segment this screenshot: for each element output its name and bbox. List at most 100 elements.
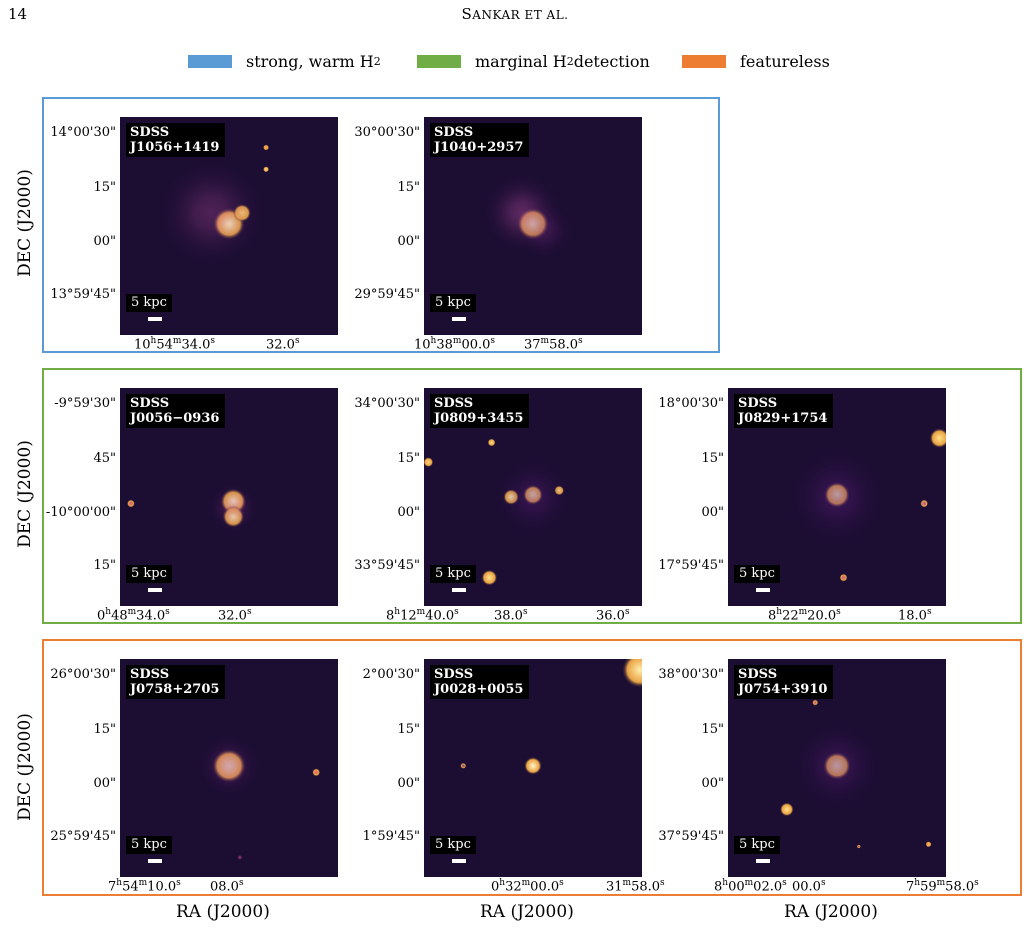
scale-label: 5 kpc <box>430 294 476 312</box>
scale-label: 5 kpc <box>734 565 780 583</box>
scale-bar <box>452 588 466 592</box>
dec-tick-label: 14°00'30" <box>50 125 116 141</box>
scale-bar <box>756 588 770 592</box>
source-blob <box>236 854 243 861</box>
dec-tick-label: 15" <box>397 450 420 466</box>
source-blob <box>487 438 496 447</box>
dec-tick-label: 33°59'45" <box>354 557 420 573</box>
source-blob <box>792 720 882 811</box>
source-blob <box>460 762 467 769</box>
source-blob <box>197 733 261 798</box>
source-blob <box>929 428 946 449</box>
galaxy-image-panel: SDSS J0754+3910 5 kpc <box>728 659 946 877</box>
dec-tick-label: 15" <box>701 450 724 466</box>
ra-tick-label: 7h59m58.0s <box>906 878 979 895</box>
source-blob <box>263 144 270 151</box>
ra-tick-label: 8h00m02.0s <box>714 878 787 895</box>
ra-tick-label: 7h54m10.0s <box>108 878 181 895</box>
object-name-label: SDSS J1056+1419 <box>126 123 226 157</box>
object-name-label: SDSS J1040+2957 <box>430 123 530 157</box>
object-name-line: SDSS <box>130 396 170 411</box>
ra-tick-label: 8h12m40.0s <box>386 607 459 624</box>
ra-axis-label: RA (J2000) <box>784 902 878 922</box>
scale-label: 5 kpc <box>126 565 172 583</box>
dec-tick-label: 15" <box>701 721 724 737</box>
dec-axis-label: DEC (J2000) <box>15 169 35 277</box>
object-name-line: J0056−0936 <box>130 411 220 426</box>
galaxy-image <box>424 117 642 335</box>
legend-swatch <box>417 55 461 68</box>
ra-tick-label: 00.0s <box>792 878 826 895</box>
ra-tick-label: 10h54m34.0s <box>134 336 216 353</box>
object-name-line: J0028+0055 <box>434 682 524 697</box>
dec-tick-label: 00" <box>397 234 420 250</box>
dec-tick-label: 30°00'30" <box>354 125 420 141</box>
dec-tick-label: 18°00'30" <box>658 396 724 412</box>
dec-tick-label: 00" <box>701 776 724 792</box>
ra-tick-label: 38.0s <box>494 607 528 624</box>
scale-bar <box>148 859 162 863</box>
source-blob <box>920 499 929 508</box>
scale-bar <box>756 859 770 863</box>
source-blob <box>925 841 932 848</box>
ra-tick-label: 8h22m20.0s <box>768 607 841 624</box>
dec-tick-label: 00" <box>397 776 420 792</box>
dec-tick-label: 13°59'45" <box>50 286 116 302</box>
galaxy-image-panel: SDSS J1040+2957 5 kpc <box>424 117 642 335</box>
scale-bar <box>452 859 466 863</box>
dec-tick-label: 15" <box>93 557 116 573</box>
dec-tick-label: 2°00'30" <box>362 667 420 683</box>
dec-tick-label: 17°59'45" <box>658 557 724 573</box>
scale-bar <box>148 588 162 592</box>
scale-bar <box>148 317 162 321</box>
dec-tick-label: 00" <box>397 505 420 521</box>
source-blob <box>513 200 574 261</box>
dec-tick-label: 15" <box>397 179 420 195</box>
dec-tick-label: 34°00'30" <box>354 396 420 412</box>
ra-tick-label: 37m58.0s <box>524 336 583 353</box>
galaxy-image-panel: SDSS J0056−0936 5 kpc <box>120 388 338 606</box>
dec-tick-label: 15" <box>397 721 420 737</box>
page-number: 14 <box>8 5 28 23</box>
dec-tick-label: 15" <box>93 179 116 195</box>
ra-tick-label: 08.0s <box>210 878 244 895</box>
source-blob <box>621 659 642 688</box>
ra-tick-label: 0h48m34.0s <box>97 607 170 624</box>
scale-bar <box>452 317 466 321</box>
object-name-label: SDSS J0829+1754 <box>734 394 834 428</box>
running-title: SANKAR ET AL. <box>461 5 569 23</box>
source-blob <box>493 457 573 537</box>
ra-tick-label: 31m58.0s <box>606 878 665 895</box>
ra-tick-label: 10h38m00.0s <box>414 336 496 353</box>
dec-tick-label: 37°59'45" <box>658 828 724 844</box>
galaxy-image-panel: SDSS J0809+3455 5 kpc <box>424 388 642 606</box>
object-name-line: SDSS <box>738 396 778 411</box>
source-blob <box>126 499 135 508</box>
dec-tick-label: 00" <box>93 234 116 250</box>
legend-item-featureless: featureless <box>682 52 830 71</box>
object-name-line: SDSS <box>434 667 474 682</box>
ra-tick-label: 32.0s <box>218 607 252 624</box>
object-name-label: SDSS J0028+0055 <box>430 665 530 699</box>
source-blob <box>263 166 270 173</box>
dec-tick-label: 26°00'30" <box>50 667 116 683</box>
object-name-line: J0809+3455 <box>434 411 524 426</box>
group-strong-warm-h2 <box>42 97 720 353</box>
source-blob <box>787 447 887 547</box>
source-blob <box>207 481 260 534</box>
dec-tick-label: 15" <box>93 721 116 737</box>
dec-tick-label: 1°59'45" <box>362 828 420 844</box>
ra-tick-label: 36.0s <box>596 607 630 624</box>
object-name-line: SDSS <box>130 125 170 140</box>
source-blob <box>424 457 434 468</box>
ra-axis-label: RA (J2000) <box>176 902 270 922</box>
object-name-label: SDSS J0056−0936 <box>126 394 226 428</box>
object-name-line: SDSS <box>434 125 474 140</box>
galaxy-image-panel: SDSS J0829+1754 5 kpc <box>728 388 946 606</box>
galaxy-image-panel: SDSS J0028+0055 5 kpc <box>424 659 642 877</box>
galaxy-image-panel: SDSS J1056+1419 5 kpc <box>120 117 338 335</box>
dec-tick-label: 00" <box>701 505 724 521</box>
dec-tick-label: 00" <box>93 776 116 792</box>
